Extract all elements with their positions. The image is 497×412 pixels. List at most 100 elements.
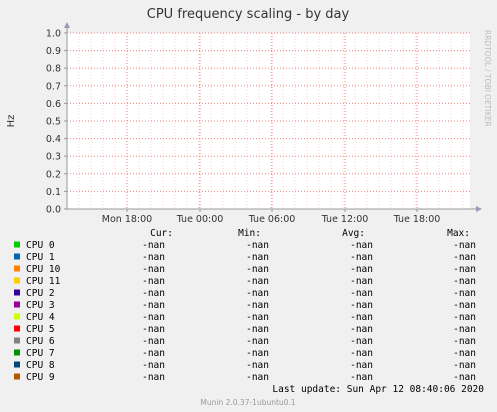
y-ticks: 0.0 0.1 0.2 0.3 0.4 0.5 0.6 0.7 0.8 0.9 1.0 [46, 29, 67, 216]
x-tick-label: Tue 00:00 [176, 214, 224, 225]
y-tick-label: 0.6 [46, 99, 61, 110]
y-tick-label: 0.5 [46, 117, 61, 128]
y-tick-label: 0.2 [46, 169, 61, 180]
legend-swatch [14, 253, 20, 260]
legend-series-name: CPU 0 [26, 240, 55, 251]
legend-series-name: CPU 6 [26, 336, 55, 347]
chart-title: CPU frequency scaling - by day [147, 7, 350, 22]
legend-swatch [14, 337, 20, 344]
legend-series-name: CPU 3 [26, 300, 55, 311]
legend-value: -nan [453, 276, 476, 287]
legend-header-label: Max: [447, 228, 470, 239]
legend-header-label: Cur: [150, 228, 173, 239]
legend-series-name: CPU 10 [26, 264, 61, 275]
legend-value: -nan [246, 276, 269, 287]
y-tick-label: 0.0 [46, 205, 61, 216]
legend-value: -nan [350, 276, 373, 287]
y-tick-label: 0.7 [46, 81, 61, 92]
legend-value: -nan [246, 372, 269, 383]
legend-value: -nan [350, 252, 373, 263]
x-tick-label: Mon 18:00 [102, 214, 152, 225]
y-tick-label: 0.4 [46, 134, 61, 145]
y-tick-label: 0.3 [46, 152, 61, 163]
legend-value: -nan [453, 264, 476, 275]
x-tick-label: Tue 18:00 [393, 214, 441, 225]
legend-swatch [14, 373, 20, 380]
legend-value: -nan [246, 264, 269, 275]
legend-value: -nan [350, 336, 373, 347]
legend-value: -nan [453, 252, 476, 263]
legend-value: -nan [246, 252, 269, 263]
legend-value: -nan [246, 300, 269, 311]
y-tick-label: 1.0 [46, 29, 61, 40]
x-axis-arrow [476, 206, 482, 212]
legend-value: -nan [350, 360, 373, 371]
legend-header-label: Min: [238, 228, 261, 239]
y-tick-label: 0.9 [46, 46, 61, 57]
footer: Munin 2.0.37-1ubuntu0.1 [200, 398, 295, 407]
legend-swatch [14, 349, 20, 356]
legend-value: -nan [350, 264, 373, 275]
legend-value: -nan [453, 288, 476, 299]
legend-value: -nan [142, 324, 165, 335]
legend-value: -nan [142, 312, 165, 323]
legend-value: -nan [142, 240, 165, 251]
legend-value: -nan [142, 264, 165, 275]
legend-value: -nan [453, 372, 476, 383]
legend-swatch [14, 301, 20, 308]
legend-value: -nan [142, 348, 165, 359]
legend-value: -nan [142, 276, 165, 287]
legend-swatch [14, 277, 20, 284]
legend-value: -nan [246, 240, 269, 251]
legend-value: -nan [142, 360, 165, 371]
legend-value: -nan [142, 336, 165, 347]
x-tick-label: Tue 12:00 [321, 214, 369, 225]
legend-value: -nan [453, 348, 476, 359]
legend-series-name: CPU 4 [26, 312, 55, 323]
legend-value: -nan [142, 288, 165, 299]
legend-series-name: CPU 8 [26, 360, 55, 371]
legend-value: -nan [350, 240, 373, 251]
legend-swatch [14, 313, 20, 320]
y-tick-label: 0.8 [46, 64, 61, 75]
axes [64, 22, 482, 212]
legend-series-name: CPU 9 [26, 372, 55, 383]
legend-value: -nan [350, 372, 373, 383]
legend-series-name: CPU 11 [26, 276, 61, 287]
watermark: RRDTOOL / TOBI OETIKER [483, 30, 492, 127]
legend-value: -nan [350, 348, 373, 359]
legend-value: -nan [142, 300, 165, 311]
legend-value: -nan [246, 336, 269, 347]
legend-value: -nan [453, 360, 476, 371]
legend-value: -nan [142, 372, 165, 383]
legend-value: -nan [142, 252, 165, 263]
y-tick-label: 0.1 [46, 187, 61, 198]
grid [67, 32, 470, 209]
legend-swatch [14, 289, 20, 296]
last-update: Last update: Sun Apr 12 08:40:06 2020 [272, 384, 484, 395]
legend-value: -nan [246, 288, 269, 299]
legend-value: -nan [350, 300, 373, 311]
legend-value: -nan [453, 336, 476, 347]
legend-series-name: CPU 7 [26, 348, 55, 359]
legend-value: -nan [246, 324, 269, 335]
legend-value: -nan [453, 324, 476, 335]
legend-value: -nan [350, 288, 373, 299]
legend-series-name: CPU 2 [26, 288, 55, 299]
legend-value: -nan [246, 360, 269, 371]
legend-value: -nan [350, 312, 373, 323]
legend-swatch [14, 325, 20, 332]
legend-header-label: Avg: [342, 228, 365, 239]
legend-header: Cur: Min: Avg: Max: [150, 228, 470, 239]
y-axis-label: Hz [6, 115, 17, 128]
legend-value: -nan [453, 300, 476, 311]
legend-swatch [14, 361, 20, 368]
x-tick-label: Tue 06:00 [248, 214, 296, 225]
legend-value: -nan [350, 324, 373, 335]
legend-swatch [14, 265, 20, 272]
legend-swatch [14, 241, 20, 248]
legend-value: -nan [453, 240, 476, 251]
legend-series-name: CPU 1 [26, 252, 55, 263]
